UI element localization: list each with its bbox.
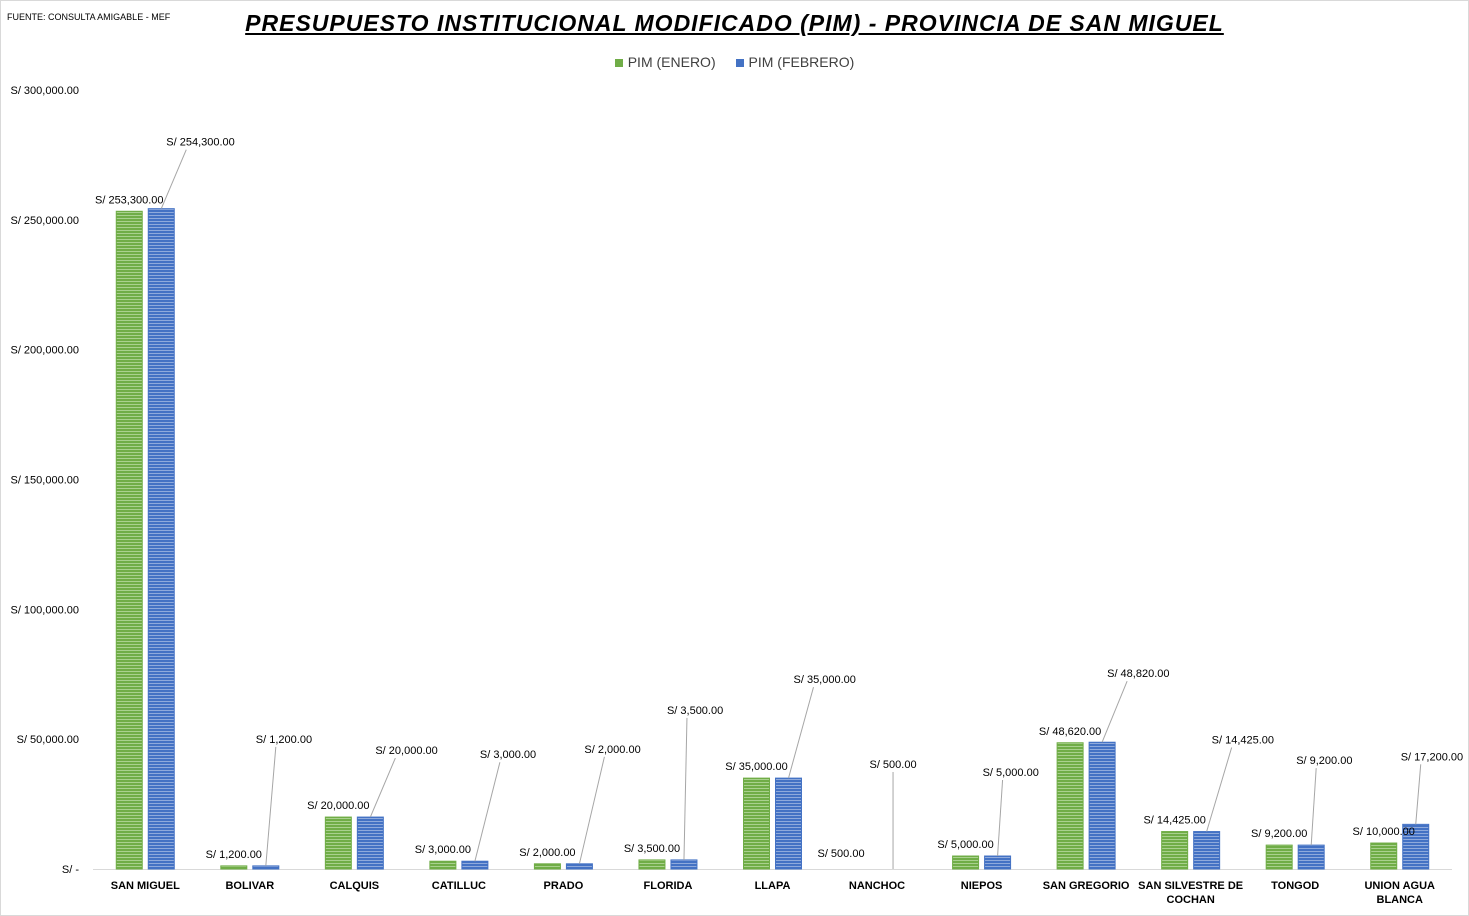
data-label-febrero: S/ 48,820.00 xyxy=(1107,668,1169,680)
legend-item-febrero: PIM (FEBRERO) xyxy=(735,54,855,70)
bar-febrero xyxy=(356,816,384,870)
data-label-enero: S/ 500.00 xyxy=(817,848,864,860)
bar-enero xyxy=(743,777,770,870)
data-label-enero: S/ 3,500.00 xyxy=(624,843,680,855)
leader-line-febrero xyxy=(1310,768,1317,846)
y-tick-label: S/ 250,000.00 xyxy=(10,215,79,227)
data-label-febrero: S/ 5,000.00 xyxy=(983,767,1039,779)
data-label-febrero: S/ 14,425.00 xyxy=(1212,735,1274,747)
data-label-enero: S/ 1,200.00 xyxy=(206,849,262,861)
data-label-febrero: S/ 1,200.00 xyxy=(256,734,312,746)
leader-line-febrero xyxy=(997,779,1004,857)
category-label: SAN MIGUEL xyxy=(111,880,180,892)
data-label-febrero: S/ 254,300.00 xyxy=(166,137,235,149)
legend: PIM (ENERO) PIM (FEBRERO) xyxy=(0,54,1469,70)
bar-enero xyxy=(638,859,666,870)
data-label-febrero: S/ 3,000.00 xyxy=(480,749,536,761)
data-label-febrero: S/ 500.00 xyxy=(869,759,916,771)
category-label: FLORIDA xyxy=(644,880,693,892)
leader-line-febrero xyxy=(683,717,688,860)
data-label-febrero: S/ 9,200.00 xyxy=(1296,755,1352,767)
data-label-enero: S/ 3,000.00 xyxy=(415,844,471,856)
data-label-enero: S/ 14,425.00 xyxy=(1143,815,1205,827)
category-label: UNION AGUA BLANCA xyxy=(1364,880,1435,906)
data-label-febrero: S/ 20,000.00 xyxy=(375,745,437,757)
leader-line-febrero xyxy=(1101,681,1128,743)
leader-line-febrero xyxy=(788,686,814,779)
leader-line-febrero xyxy=(1206,747,1233,832)
data-label-enero: S/ 35,000.00 xyxy=(725,761,787,773)
source-note: FUENTE: CONSULTA AMIGABLE - MEF xyxy=(7,12,171,22)
data-label-febrero: S/ 17,200.00 xyxy=(1401,751,1463,763)
chart-title: PRESUPUESTO INSTITUCIONAL MODIFICADO (PI… xyxy=(245,10,1224,36)
category-label: CATILLUC xyxy=(432,880,486,892)
bar-enero xyxy=(1056,742,1084,870)
bar-febrero xyxy=(252,865,280,870)
leader-line-febrero xyxy=(160,149,187,209)
data-label-febrero: S/ 35,000.00 xyxy=(794,674,856,686)
leader-line-febrero xyxy=(1415,764,1422,825)
bar-febrero xyxy=(1297,844,1325,870)
data-label-enero: S/ 2,000.00 xyxy=(519,847,575,859)
data-label-enero: S/ 253,300.00 xyxy=(95,194,164,206)
category-label: SAN GREGORIO xyxy=(1043,880,1130,892)
data-label-enero: S/ 48,620.00 xyxy=(1039,726,1101,738)
bar-febrero xyxy=(1193,831,1221,870)
legend-swatch-enero xyxy=(614,59,623,68)
bar-febrero xyxy=(775,777,802,870)
y-tick-label: S/ 300,000.00 xyxy=(10,85,79,97)
data-label-enero: S/ 20,000.00 xyxy=(307,800,369,812)
data-label-enero: S/ 10,000.00 xyxy=(1353,826,1415,838)
category-label: TONGOD xyxy=(1271,880,1319,892)
bar-enero xyxy=(952,855,980,870)
data-label-febrero: S/ 3,500.00 xyxy=(667,705,723,717)
bar-enero xyxy=(429,860,457,870)
leader-line-febrero xyxy=(369,757,396,818)
bar-enero xyxy=(324,816,352,870)
category-label: NIEPOS xyxy=(961,880,1003,892)
category-label: LLAPA xyxy=(755,880,791,892)
y-tick-label: S/ 100,000.00 xyxy=(10,604,79,616)
legend-label-febrero: PIM (FEBRERO) xyxy=(748,54,855,70)
category-label: SAN SILVESTRE DE COCHAN xyxy=(1138,880,1243,906)
data-label-febrero: S/ 2,000.00 xyxy=(584,744,640,756)
legend-item-enero: PIM (ENERO) xyxy=(614,54,716,70)
data-label-enero: S/ 9,200.00 xyxy=(1251,828,1307,840)
bar-enero xyxy=(220,865,248,870)
category-label: CALQUIS xyxy=(330,880,380,892)
bar-febrero xyxy=(670,859,698,870)
bar-enero xyxy=(1265,844,1293,870)
category-label: PRADO xyxy=(544,880,584,892)
leader-line-febrero xyxy=(578,756,605,864)
category-label: BOLIVAR xyxy=(225,880,274,892)
bar-febrero xyxy=(984,855,1012,870)
data-label-enero: S/ 5,000.00 xyxy=(937,839,993,851)
bar-febrero xyxy=(147,208,175,870)
bar-enero xyxy=(1370,842,1398,870)
bar-febrero xyxy=(565,863,593,870)
y-tick-label: S/ 150,000.00 xyxy=(10,475,79,487)
bar-febrero xyxy=(461,860,489,870)
y-tick-label: S/ - xyxy=(62,864,79,876)
y-tick-label: S/ 50,000.00 xyxy=(17,734,79,746)
leader-line-febrero xyxy=(474,762,501,862)
legend-swatch-febrero xyxy=(735,59,744,68)
legend-label-enero: PIM (ENERO) xyxy=(627,54,716,70)
bar-enero xyxy=(1161,831,1189,870)
bar-enero xyxy=(533,863,561,870)
bar-febrero xyxy=(1088,741,1116,870)
leader-line-febrero xyxy=(265,746,277,866)
y-tick-label: S/ 200,000.00 xyxy=(10,345,79,357)
bar-enero xyxy=(115,210,143,870)
category-label: NANCHOC xyxy=(849,880,905,892)
